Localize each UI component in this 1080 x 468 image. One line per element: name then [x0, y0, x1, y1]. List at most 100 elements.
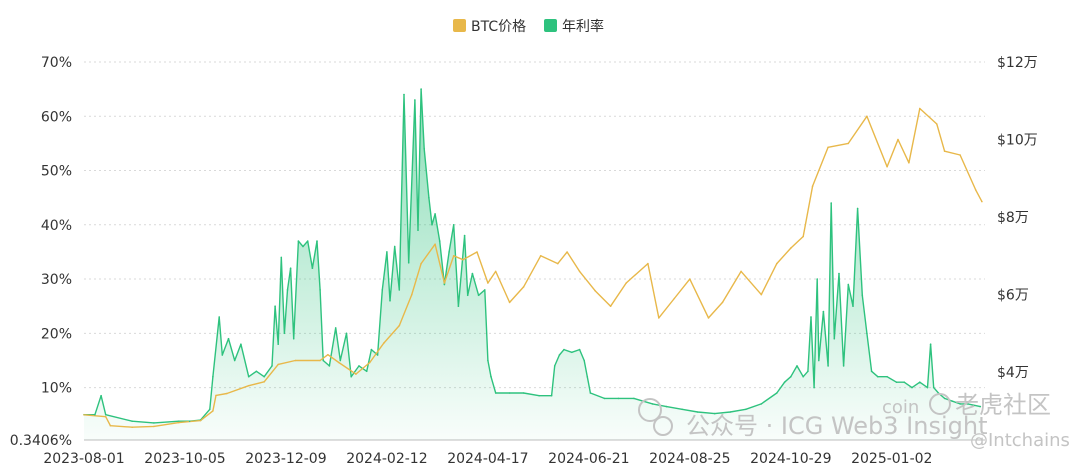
- rate-point: [813, 386, 815, 389]
- rate-point: [589, 392, 592, 394]
- btc-point: [847, 142, 850, 145]
- rate-point: [398, 289, 401, 291]
- rate-point: [131, 420, 133, 423]
- btc-point: [760, 293, 763, 296]
- rate-point: [311, 267, 314, 270]
- y-right-tick-label: $8万: [997, 210, 1029, 226]
- x-tick-label: 2024-06-21: [548, 451, 629, 467]
- rate-point: [389, 300, 391, 302]
- btc-point: [383, 342, 385, 344]
- rate-point: [414, 99, 416, 101]
- btc-point: [740, 270, 742, 273]
- y-left-tick-label: 60%: [41, 109, 72, 125]
- rate-point: [471, 272, 474, 275]
- rate-point: [538, 394, 540, 397]
- btc-point: [897, 138, 899, 141]
- rate-point: [861, 294, 864, 297]
- rate-point: [428, 196, 430, 199]
- btc-point: [609, 305, 612, 308]
- rate-point: [895, 381, 898, 384]
- btc-point: [811, 185, 814, 187]
- rate-point: [233, 359, 236, 362]
- btc-point: [153, 425, 155, 428]
- rate-point: [339, 359, 342, 362]
- btc-point: [247, 384, 250, 387]
- rate-point: [365, 370, 368, 373]
- rate-point: [563, 348, 565, 351]
- rate-point: [578, 348, 581, 351]
- rate-point: [247, 375, 250, 378]
- btc-point: [83, 414, 85, 416]
- rate-point: [438, 240, 441, 242]
- rate-point: [403, 93, 405, 96]
- x-tick-label: 2024-02-12: [346, 451, 427, 467]
- x-tick-label: 2023-08-01: [43, 451, 124, 467]
- btc-point: [199, 419, 202, 422]
- rate-point: [776, 392, 778, 394]
- rate-point: [227, 337, 230, 340]
- y-right-tick-label: $4万: [997, 365, 1029, 381]
- btc-point: [936, 123, 938, 125]
- rate-point: [903, 381, 905, 384]
- rate-point: [651, 403, 654, 405]
- rate-point: [218, 316, 220, 318]
- btc-point: [452, 255, 455, 257]
- legend[interactable]: BTC价格 年利率: [453, 18, 604, 35]
- btc-point: [369, 361, 371, 364]
- rate-point: [463, 234, 466, 237]
- rate-point: [328, 365, 331, 367]
- rate-point: [603, 397, 606, 400]
- legend-swatch-rate: [544, 19, 557, 32]
- y-left-tick-label: 70%: [41, 55, 72, 71]
- rate-point: [870, 370, 873, 373]
- btc-point: [434, 243, 436, 245]
- btc-point: [131, 426, 133, 429]
- rate-point: [951, 400, 954, 403]
- btc-point: [594, 289, 596, 292]
- rate-point: [292, 337, 295, 340]
- rate-point: [852, 305, 854, 308]
- rate-point: [221, 354, 224, 356]
- rate-point: [376, 354, 379, 356]
- rate-point: [280, 256, 283, 259]
- btc-point: [294, 359, 297, 362]
- rate-point: [423, 148, 426, 150]
- btc-point: [886, 165, 888, 168]
- rate-point: [810, 316, 812, 318]
- data-points: [83, 88, 983, 429]
- rate-point: [745, 408, 747, 411]
- y-left-tick-label: 0.3406%: [10, 433, 72, 449]
- btc-point: [355, 373, 357, 375]
- btc-point: [578, 270, 581, 273]
- rate-point: [370, 348, 373, 351]
- rate-point: [553, 365, 556, 367]
- rate-point: [713, 412, 716, 415]
- btc-point: [974, 189, 977, 191]
- rate-point: [943, 397, 946, 400]
- btc-point: [327, 353, 329, 356]
- rate-point: [816, 278, 818, 280]
- rate-point: [407, 262, 410, 264]
- rate-point: [494, 392, 497, 394]
- rate-point: [316, 240, 318, 242]
- rate-point: [586, 375, 589, 378]
- wechat-icon: [638, 398, 662, 422]
- y-left-tick-label: 20%: [41, 326, 72, 342]
- btc-point: [721, 301, 724, 304]
- x-tick-label: 2023-12-09: [245, 451, 326, 467]
- rate-point: [959, 403, 961, 405]
- rate-point: [322, 359, 325, 362]
- legend-label-rate: 年利率: [562, 18, 604, 35]
- rate-point: [979, 405, 982, 408]
- y-left-tick-label: 50%: [41, 164, 72, 180]
- rate-point: [490, 375, 492, 378]
- rate-point: [830, 202, 832, 204]
- rate-point: [386, 251, 388, 253]
- wechat-icon-bubble: [653, 416, 673, 436]
- rate-point: [833, 337, 836, 340]
- rate-point: [877, 375, 879, 378]
- handle-watermark-text: @Intchains: [970, 430, 1070, 451]
- rate-point: [866, 332, 868, 335]
- y-left-tick-label: 10%: [41, 381, 72, 397]
- rate-point: [306, 240, 309, 242]
